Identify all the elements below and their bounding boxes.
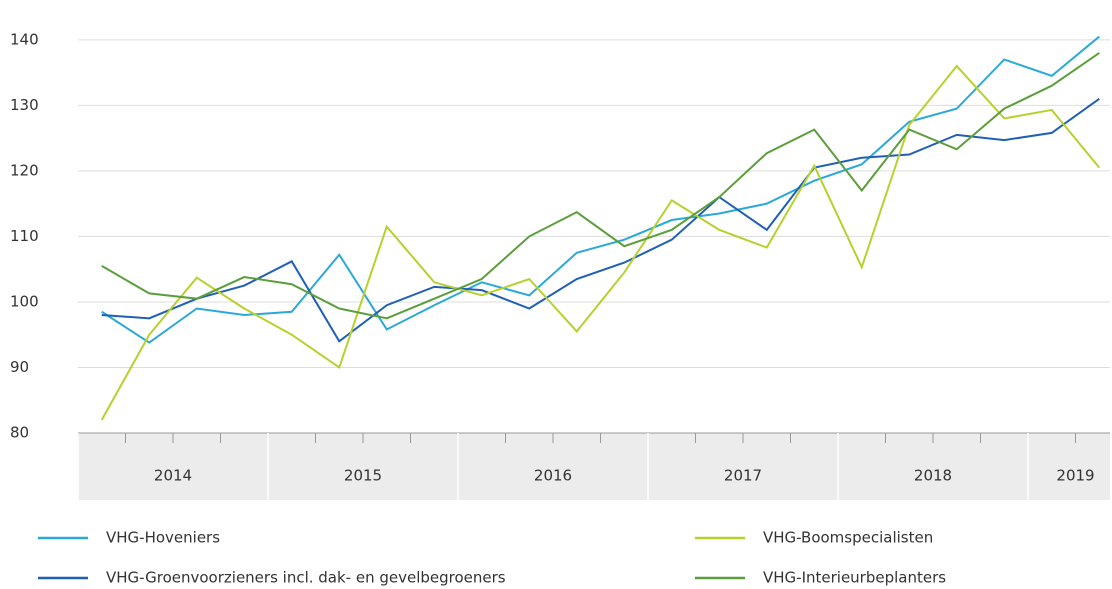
series-line	[101, 52, 1100, 320]
series-line	[101, 35, 1100, 344]
y-tick-label: 120	[10, 161, 39, 179]
year-label: 2015	[344, 467, 382, 485]
series-line	[100, 64, 1101, 421]
y-tick-label: 140	[10, 30, 39, 48]
year-label: 2016	[534, 467, 572, 485]
legend-label: VHG-Groenvoorzieners incl. dak- en gevel…	[106, 569, 506, 587]
year-label: 2018	[914, 467, 952, 485]
y-tick-label: 100	[10, 292, 39, 310]
y-tick-label: 80	[10, 424, 29, 442]
legend-label: VHG-Boomspecialisten	[763, 529, 933, 547]
series-line	[101, 97, 1100, 343]
x-axis-band	[78, 433, 1110, 500]
year-label: 2017	[724, 467, 762, 485]
y-tick-label: 110	[10, 227, 39, 245]
year-label: 2014	[154, 467, 192, 485]
year-label: 2019	[1056, 467, 1094, 485]
y-tick-label: 130	[10, 96, 39, 114]
legend-label: VHG-Interieurbeplanters	[763, 569, 946, 587]
y-tick-label: 90	[10, 358, 29, 376]
legend-label: VHG-Hoveniers	[106, 529, 220, 547]
